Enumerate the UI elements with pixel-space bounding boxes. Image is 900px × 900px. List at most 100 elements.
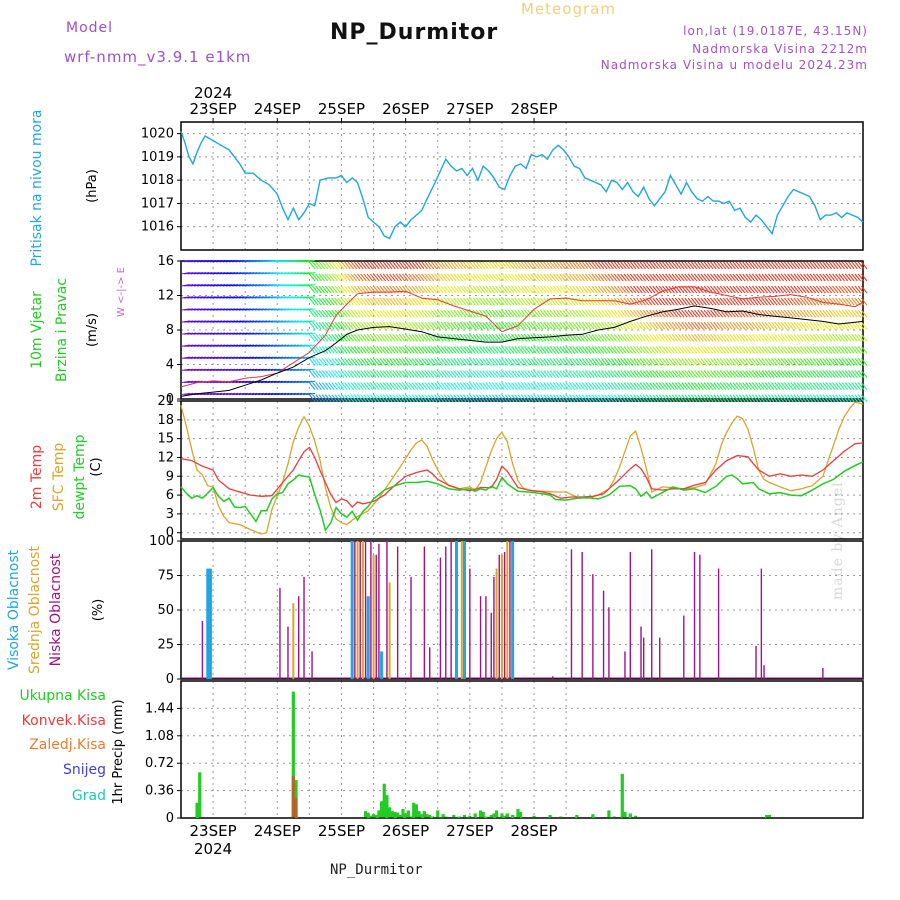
wind-barb <box>549 309 557 318</box>
wind-barb <box>710 321 717 330</box>
wind-barb <box>793 346 800 354</box>
wind-barb <box>716 285 723 294</box>
wind-barb <box>645 309 653 318</box>
wind-barb <box>495 394 502 403</box>
wind-barb <box>710 297 717 306</box>
wind-barb <box>337 309 345 318</box>
wind-barb <box>806 297 813 306</box>
cloud-bar <box>372 554 375 679</box>
wind-barb <box>556 273 563 282</box>
cloud-bar <box>287 626 289 679</box>
wind-barb <box>838 358 845 366</box>
wind-barb <box>610 285 618 294</box>
wind-barb <box>411 309 419 318</box>
wind-barb <box>482 321 489 330</box>
precip-bar <box>366 812 370 818</box>
wind-barb <box>495 358 502 366</box>
wind-barb <box>463 370 470 378</box>
wind-barb <box>334 297 342 306</box>
wind-barb <box>482 346 489 354</box>
wind-barb <box>344 321 351 330</box>
precip-bar <box>575 814 579 818</box>
x-tick-label-top: 28SEP <box>510 100 557 118</box>
wind-barb <box>633 285 640 294</box>
wind-barb <box>527 370 534 378</box>
wind-barb <box>337 297 345 306</box>
wind-barb <box>861 273 868 282</box>
wind-barb <box>703 297 711 306</box>
wind-barb <box>783 358 791 366</box>
wind-barb <box>652 273 659 282</box>
wind-barb <box>835 382 842 390</box>
wind-barb <box>549 273 557 282</box>
wind-barb <box>475 273 483 282</box>
wind-barb <box>819 261 826 270</box>
wind-barb <box>697 273 704 282</box>
wind-barb <box>353 309 361 318</box>
wind-barb <box>501 346 508 354</box>
wind-barb <box>344 370 351 378</box>
wind-barb <box>642 285 650 294</box>
wind-barb <box>507 285 515 294</box>
wind-barb <box>787 261 794 270</box>
wind-barb <box>674 370 682 378</box>
wind-barb <box>857 321 865 330</box>
wind-barb <box>812 346 820 354</box>
wind-barb <box>440 261 447 270</box>
wind-barb <box>498 261 505 270</box>
wind-barb <box>703 273 711 282</box>
wind-barb <box>337 370 345 378</box>
wind-barb <box>604 334 611 342</box>
wind-barb <box>430 358 438 366</box>
wind-barb <box>716 394 723 403</box>
wind-barb <box>601 261 608 270</box>
wind-barb <box>832 273 839 282</box>
precip-bar <box>473 813 477 818</box>
wind-barb <box>796 261 804 270</box>
wind-barb <box>665 370 672 378</box>
wind-barb <box>306 260 316 263</box>
wind-barb <box>716 358 723 366</box>
wind-barb <box>806 261 813 270</box>
wind-barb <box>434 334 441 342</box>
wind-barb <box>671 261 679 270</box>
wind-barb <box>501 285 508 294</box>
cloud-bar <box>693 552 696 679</box>
wind-barb <box>819 370 826 378</box>
wind-barb <box>357 309 364 318</box>
page-subtitle: Meteogram <box>521 0 616 18</box>
wind-barb <box>337 285 345 294</box>
wind-barb <box>524 273 531 282</box>
wind-barb <box>793 309 800 318</box>
cloud-bar <box>279 587 281 679</box>
wind-barb <box>514 285 521 294</box>
wind-barb <box>357 297 364 306</box>
wind-barb <box>347 394 354 403</box>
wind-barb <box>755 321 762 330</box>
wind-barb <box>703 346 711 354</box>
wind-barb <box>764 394 772 403</box>
wind-barb <box>514 358 521 366</box>
wind-barb <box>626 394 634 403</box>
wind-barb <box>559 358 566 366</box>
wind-barb <box>848 297 855 306</box>
cloud-bar <box>683 615 685 679</box>
wind-barb <box>684 334 691 342</box>
wind-barb <box>764 358 772 366</box>
wind-barb <box>767 334 775 342</box>
wind-barb <box>662 297 669 306</box>
wind-barb <box>414 285 422 294</box>
wind-barb <box>321 358 329 366</box>
precip-bar <box>468 815 472 818</box>
wind-barb <box>739 261 746 270</box>
wind-barb <box>578 358 585 366</box>
wind-barb <box>562 309 569 318</box>
wind-barb <box>642 321 650 330</box>
wind-barb <box>572 358 579 366</box>
precip-bar <box>388 807 392 818</box>
wind-barb <box>713 285 720 294</box>
wind-barb <box>758 297 765 306</box>
wind-barb <box>706 285 714 294</box>
wind-barb <box>597 334 605 342</box>
wind-barb <box>315 346 322 354</box>
